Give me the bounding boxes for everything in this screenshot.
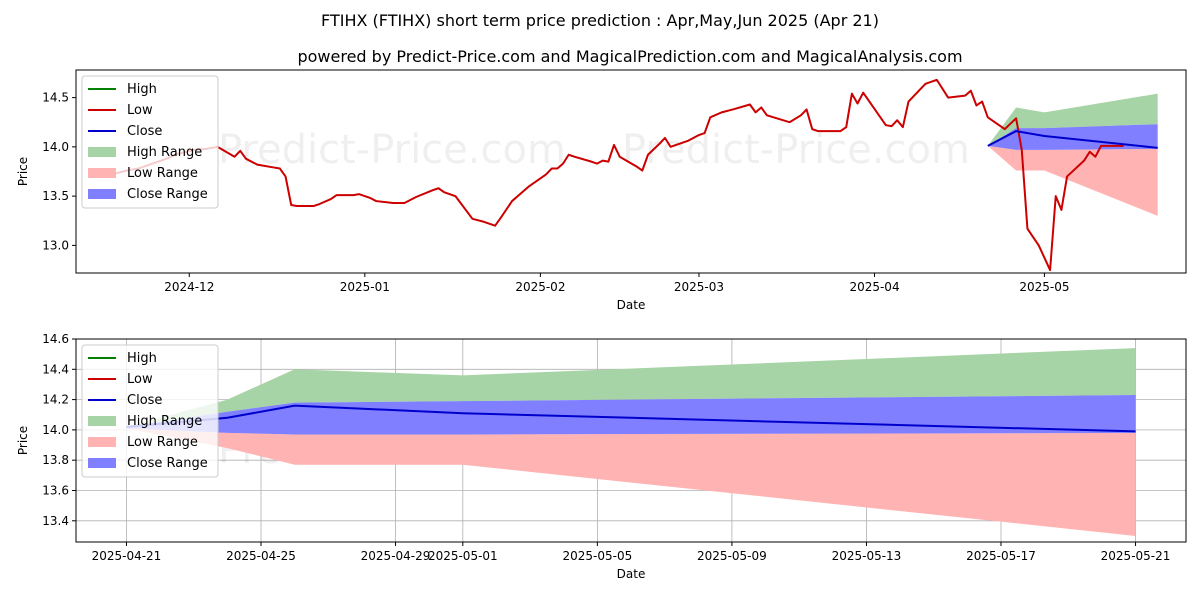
low-range-band	[987, 145, 1158, 216]
plot-area	[115, 78, 1158, 272]
y-tick-label: 13.4	[42, 514, 69, 528]
legend-swatch-patch	[88, 168, 116, 178]
low-range-band	[126, 428, 1136, 536]
y-tick-label: 14.4	[42, 362, 69, 376]
high-range-band	[126, 348, 1136, 427]
x-tick-label: 2025-05-21	[1101, 549, 1171, 563]
legend-label: High Range	[127, 145, 202, 160]
y-tick-label: 14.2	[42, 393, 69, 407]
legend-item-high-range: High Range	[88, 414, 202, 429]
watermark-text: Predict-Price.com	[622, 127, 970, 173]
legend-label: Low	[127, 372, 153, 387]
x-axis-label: Date	[617, 298, 646, 312]
legend-label: Close	[127, 393, 162, 408]
legend-label: Close	[127, 124, 162, 139]
x-tick-label: 2025-03	[674, 280, 724, 294]
x-tick-label: 2024-12	[164, 280, 214, 294]
close-forecast-line	[987, 130, 1158, 149]
chart-panel-1: Predict-Price.com Predict-Price.com Predic…	[16, 69, 1187, 322]
legend-item-close: Close	[88, 393, 162, 408]
high-range-band	[987, 93, 1158, 146]
x-tick-label: 2025-04-25	[226, 549, 296, 563]
x-tick-label: 2025-01	[340, 280, 390, 294]
axes-frame	[75, 69, 1187, 274]
x-tick-label: 2025-05-09	[697, 549, 767, 563]
y-tick-label: 14.0	[42, 140, 69, 154]
legend-swatch-patch	[88, 437, 116, 447]
legend-item-high: High	[88, 351, 157, 366]
legend-label: Low	[127, 103, 153, 118]
y-tick-label: 14.0	[42, 423, 69, 437]
legend-item-low-range: Low Range	[88, 435, 198, 450]
watermark-text: Predict-Price.com	[218, 127, 566, 173]
x-tick-label: 2025-05-13	[832, 549, 902, 563]
y-tick-label: 14.6	[42, 332, 69, 346]
y-tick-label: 13.5	[42, 189, 69, 203]
legend-label: High	[127, 82, 157, 97]
y-axis-label: Price	[16, 157, 30, 186]
legend-item-close-range: Close Range	[88, 456, 208, 471]
watermark-text: Predict-Price.com	[218, 276, 566, 322]
legend-label: Close Range	[127, 456, 208, 471]
x-tick-label: 2025-05-05	[562, 549, 632, 563]
watermarks: Predict-Price.com Predict-Price.com Predic…	[218, 127, 970, 322]
y-tick-label: 13.8	[42, 453, 69, 467]
legend-label: Low Range	[127, 435, 198, 450]
legend-swatch-patch	[88, 147, 116, 157]
legend-item-low: Low	[88, 103, 153, 118]
x-tick-label: 2025-04-21	[92, 549, 162, 563]
legend-swatch-patch	[88, 416, 116, 426]
low-series-line	[115, 78, 1124, 272]
legend-swatch-patch	[88, 458, 116, 468]
legend-item-high: High	[88, 82, 157, 97]
x-tick-label: 2025-05-01	[428, 549, 498, 563]
legend-label: Close Range	[127, 187, 208, 202]
chart-subtitle: powered by Predict-Price.com and Magical…	[297, 47, 962, 66]
chart-title: FTIHX (FTIHX) short term price predictio…	[321, 11, 879, 30]
axes-frame	[75, 338, 1187, 543]
x-tick-label: 2025-04	[849, 280, 899, 294]
x-tick-label: 2025-05	[1019, 280, 1069, 294]
legend: High Low Close High Range Low Range Close Ran…	[81, 344, 219, 478]
legend-item-low-range: Low Range	[88, 166, 198, 181]
legend-label: High Range	[127, 414, 202, 429]
y-tick-label: 14.5	[42, 91, 69, 105]
legend-label: High	[127, 351, 157, 366]
chart-panel-2: Predict-Price.comPredict-Price.com2025-0…	[16, 332, 1187, 581]
legend-item-close: Close	[88, 124, 162, 139]
y-axis-label: Price	[16, 426, 30, 455]
y-tick-label: 13.6	[42, 483, 69, 497]
legend-swatch-patch	[88, 189, 116, 199]
x-tick-label: 2025-05-17	[966, 549, 1036, 563]
legend-item-low: Low	[88, 372, 153, 387]
legend-item-high-range: High Range	[88, 145, 202, 160]
legend-label: Low Range	[127, 166, 198, 181]
x-tick-label: 2025-02	[515, 280, 565, 294]
x-axis-label: Date	[617, 567, 646, 581]
y-tick-label: 13.0	[42, 238, 69, 252]
legend-item-close-range: Close Range	[88, 187, 208, 202]
plot-area	[126, 348, 1136, 536]
legend: High Low Close High Range Low Range Close Ran…	[81, 75, 219, 209]
x-tick-label: 2025-04-29	[361, 549, 431, 563]
